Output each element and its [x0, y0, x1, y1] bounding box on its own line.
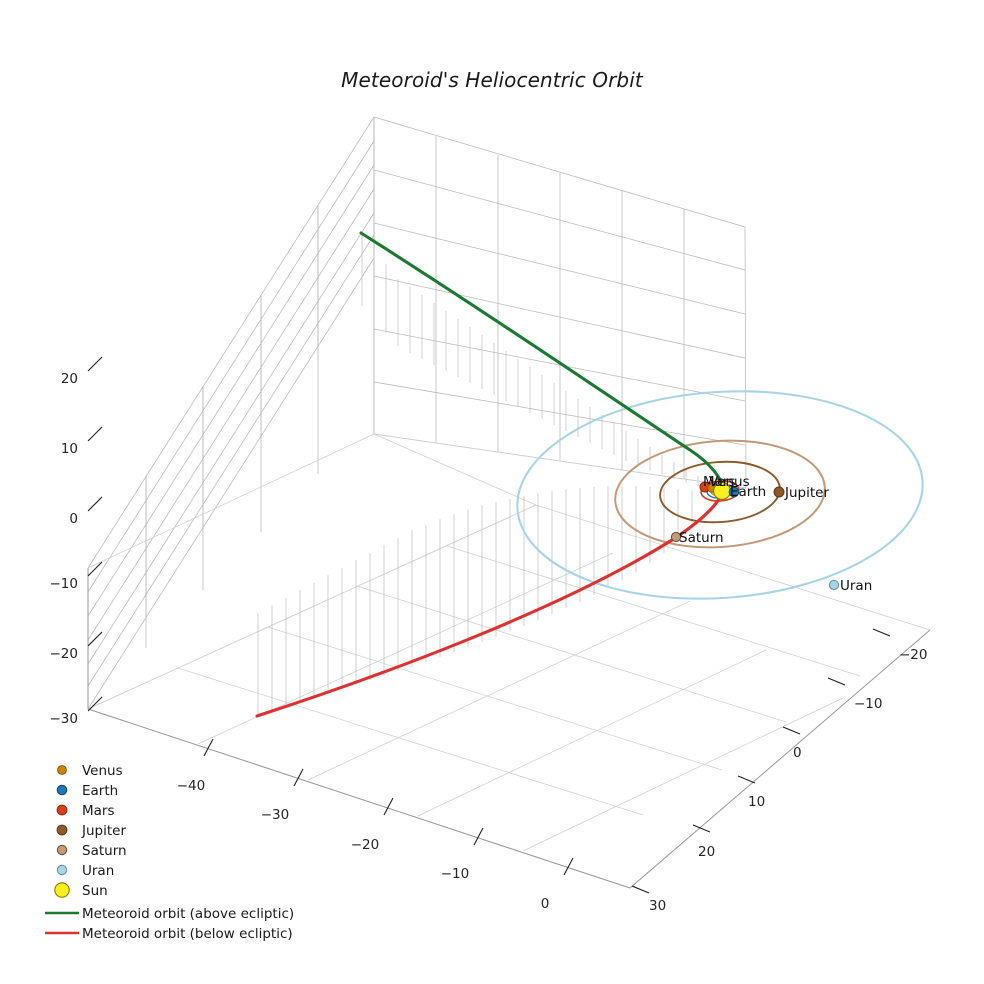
page-title: Meteoroid's Heliocentric Orbit — [341, 68, 643, 92]
legend-marker-venus-icon — [57, 765, 67, 775]
legend-marker-uran-icon — [56, 864, 68, 876]
legend: Venus Earth Mars Jupiter Saturn Uran — [45, 763, 294, 942]
legend-item-mars[interactable]: Mars — [56, 803, 115, 819]
pane-left — [88, 117, 746, 568]
tick-labels-x: −40 −30 −20 −10 0 — [177, 778, 550, 912]
label-saturn: Saturn — [679, 530, 724, 546]
marker-saturn[interactable] — [670, 531, 682, 543]
legend-label: Meteoroid orbit (below ecliptic) — [82, 926, 293, 942]
z-tick-label: −20 — [50, 646, 79, 662]
axis-y-spine — [629, 629, 931, 889]
legend-label: Uran — [82, 863, 114, 879]
y-tick-label: 10 — [748, 794, 765, 810]
z-tick-label: 0 — [69, 511, 78, 527]
z-tick-label: −10 — [50, 576, 79, 592]
x-tick-label: −40 — [177, 778, 206, 794]
legend-label: Venus — [82, 763, 123, 779]
grid-floor — [87, 504, 931, 889]
x-tick-label: −30 — [261, 807, 290, 823]
x-tick-label: −20 — [351, 837, 380, 853]
orbit-saturn — [614, 439, 826, 549]
stems-above-ecliptic — [361, 235, 699, 486]
z-tick-label: 20 — [61, 371, 78, 387]
tick-marks-x — [203, 738, 574, 876]
marker-jupiter[interactable] — [773, 486, 785, 498]
y-tick-label: 30 — [649, 898, 666, 914]
legend-item-jupiter[interactable]: Jupiter — [56, 823, 126, 839]
grid-inner-ledges — [87, 433, 747, 710]
axis-x-spine — [87, 708, 631, 889]
legend-marker-saturn-icon — [56, 844, 68, 856]
y-tick-label: −20 — [899, 647, 928, 663]
legend-label: Meteoroid orbit (above ecliptic) — [82, 906, 294, 922]
legend-label: Earth — [82, 783, 118, 799]
axis-spines — [87, 568, 931, 889]
stems-below-ecliptic — [257, 486, 693, 716]
legend-item-saturn[interactable]: Saturn — [56, 843, 127, 859]
grid-left-wall — [87, 116, 375, 710]
label-jupiter: Jupiter — [784, 485, 829, 501]
legend-marker-earth-icon — [56, 784, 68, 796]
label-venus: Venus — [709, 474, 750, 490]
meteoroid-orbit-below-ecliptic — [255, 492, 724, 718]
body-labels: Mars Venus Earth Jupiter Saturn Uran — [679, 474, 872, 594]
legend-item-sun[interactable]: Sun — [54, 882, 108, 899]
tick-labels-z: 20 10 0 −10 −20 −30 — [50, 371, 79, 727]
z-tick-label: 10 — [61, 441, 78, 457]
legend-label: Jupiter — [81, 823, 126, 839]
tick-marks-y — [631, 628, 891, 894]
y-tick-label: 20 — [698, 844, 715, 860]
body-markers — [670, 481, 840, 591]
legend-marker-sun-icon — [54, 882, 70, 898]
tick-labels-y: −20 −10 0 10 20 30 — [649, 647, 928, 914]
y-tick-label: 0 — [793, 745, 802, 761]
grid-back-wall — [373, 116, 747, 489]
grid-left-wall-tall — [87, 117, 375, 709]
marker-uran[interactable] — [828, 579, 840, 591]
label-mars: Mars — [703, 474, 736, 490]
x-tick-label: −10 — [441, 866, 470, 882]
legend-label: Saturn — [82, 843, 127, 859]
label-uran: Uran — [840, 578, 872, 594]
legend-item-venus[interactable]: Venus — [57, 763, 123, 779]
pane-floor — [88, 505, 930, 888]
marker-earth[interactable] — [728, 486, 740, 498]
legend-marker-mars-icon — [56, 804, 68, 816]
y-tick-label: −10 — [854, 696, 883, 712]
legend-item-orbit-above[interactable]: Meteoroid orbit (above ecliptic) — [45, 906, 294, 922]
legend-item-earth[interactable]: Earth — [56, 783, 118, 799]
label-earth: Earth — [730, 484, 766, 500]
legend-marker-jupiter-icon — [56, 824, 68, 836]
meteoroid-orbit-above-ecliptic — [359, 231, 726, 493]
legend-item-orbit-below[interactable]: Meteoroid orbit (below ecliptic) — [45, 926, 293, 942]
legend-item-uran[interactable]: Uran — [56, 863, 114, 879]
legend-label: Sun — [82, 883, 108, 899]
legend-label: Mars — [82, 803, 115, 819]
z-tick-label: −30 — [50, 711, 79, 727]
tick-marks-z — [87, 356, 103, 712]
orbit-uran — [516, 390, 924, 600]
x-tick-label: 0 — [541, 896, 550, 912]
